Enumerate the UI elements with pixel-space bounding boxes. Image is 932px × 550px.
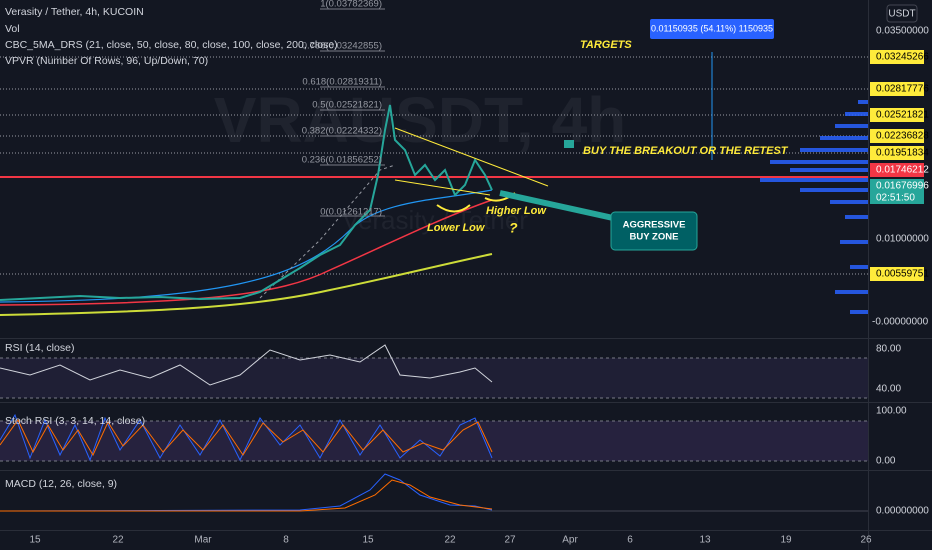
fib-label: 0.236(0.01856252) bbox=[302, 155, 382, 166]
rsi-label: RSI (14, close) bbox=[5, 342, 74, 354]
price-axis-label: 0.03500000 bbox=[876, 26, 929, 37]
time-label: Apr bbox=[562, 535, 578, 546]
annotation-targets: TARGETS bbox=[580, 39, 632, 51]
fib-label: 0.786(0.03242855) bbox=[302, 41, 382, 52]
fib-label: 0.618(0.02819311) bbox=[302, 77, 382, 88]
price-tag: 0.02817776 bbox=[876, 84, 929, 95]
current-price: 0.01676996 bbox=[876, 181, 929, 192]
time-label: 19 bbox=[780, 535, 792, 546]
currency[interactable]: USDT bbox=[888, 9, 915, 20]
watermark-name: Verasity / Tether bbox=[342, 205, 528, 235]
price-tag: 0.02521821 bbox=[876, 110, 929, 121]
macd-signal bbox=[0, 479, 493, 512]
indicator-label: CBC_5MA_DRS (21, close, 50, close, 80, c… bbox=[5, 39, 338, 51]
time-label: 26 bbox=[860, 535, 872, 546]
price-tags: 0.03245266 0.02817776 0.02521821 0.02236… bbox=[870, 50, 929, 281]
flag bbox=[564, 140, 574, 148]
time-label: 15 bbox=[362, 535, 374, 546]
current-price-box bbox=[870, 179, 924, 204]
ma-200 bbox=[0, 253, 493, 316]
stoch-axis-label: 100.00 bbox=[876, 406, 907, 417]
last-price: 0.01746212 bbox=[876, 165, 929, 176]
buy-zone-line2: BUY ZONE bbox=[630, 232, 679, 243]
measure-box bbox=[650, 19, 774, 39]
annotation-question: ? bbox=[509, 220, 518, 236]
fib-label: 1(0.03782369) bbox=[320, 0, 382, 10]
buy-zone-line1: AGGRESSIVE bbox=[623, 220, 686, 231]
time-label: 8 bbox=[283, 535, 289, 546]
last-price-box bbox=[870, 163, 924, 177]
rsi-bounds bbox=[0, 357, 868, 399]
stoch-d bbox=[0, 419, 493, 457]
measure-text: 0.01150935 (54.11%) 1150935 bbox=[651, 23, 773, 33]
indicator-label: VPVR (Number Of Rows, 96, Up/Down, 70) bbox=[5, 55, 208, 67]
fib-label: 0(0.01261217) bbox=[320, 207, 382, 218]
price-tag: 0.03245266 bbox=[876, 52, 929, 63]
stoch-band bbox=[0, 421, 868, 461]
volume-profile bbox=[760, 100, 868, 314]
price-axis-label: 0.01000000 bbox=[876, 234, 929, 245]
price-axis-label: -0.00000000 bbox=[872, 317, 929, 328]
stoch-label: Stoch RSI (3, 3, 14, 14, close) bbox=[5, 415, 145, 427]
countdown: 02:51:50 bbox=[876, 193, 915, 204]
fib-label: 0.5(0.02521821) bbox=[312, 100, 382, 111]
ma-100 bbox=[0, 199, 493, 306]
currency-button[interactable] bbox=[886, 4, 918, 23]
fib-label: 0.382(0.02224332) bbox=[302, 126, 382, 137]
symbol-title: Verasity / Tether, 4h, KUCOIN bbox=[5, 6, 144, 18]
rsi-axis-label: 40.00 bbox=[876, 384, 901, 395]
macd-label: MACD (12, 26, close, 9) bbox=[5, 478, 117, 490]
level-lines bbox=[0, 56, 868, 275]
stoch-bounds bbox=[0, 420, 868, 462]
buy-zone-box bbox=[610, 211, 698, 251]
time-label: Mar bbox=[194, 535, 212, 546]
time-label: 22 bbox=[444, 535, 456, 546]
annotation-buy: BUY THE BREAKOUT OR THE RETEST bbox=[583, 145, 789, 157]
macd-axis-label: 0.00000000 bbox=[876, 506, 929, 517]
rsi-line bbox=[0, 344, 493, 386]
price-tag: 0.02236828 bbox=[876, 131, 929, 142]
time-label: 27 bbox=[504, 535, 516, 546]
annotation-higher-low: Higher Low bbox=[486, 205, 547, 217]
time-label: 6 bbox=[627, 535, 633, 546]
annotation-lower-low: Lower Low bbox=[427, 222, 486, 234]
time-label: 15 bbox=[29, 535, 41, 546]
time-label: 22 bbox=[112, 535, 124, 546]
rsi-axis-label: 80.00 bbox=[876, 344, 901, 355]
price-tag: 0.00559751 bbox=[876, 269, 929, 280]
fib-lines bbox=[320, 8, 385, 217]
time-label: 13 bbox=[699, 535, 711, 546]
watermark: VRAUSDT, 4h bbox=[214, 84, 627, 156]
lower-low-curve bbox=[436, 204, 471, 213]
indicator-label: Vol bbox=[5, 23, 20, 35]
stoch-axis-label: 0.00 bbox=[876, 456, 896, 467]
price-tag: 0.01951834 bbox=[876, 148, 929, 159]
rsi-band bbox=[0, 358, 868, 398]
price-series bbox=[0, 104, 493, 301]
triangle-pattern bbox=[394, 127, 549, 196]
